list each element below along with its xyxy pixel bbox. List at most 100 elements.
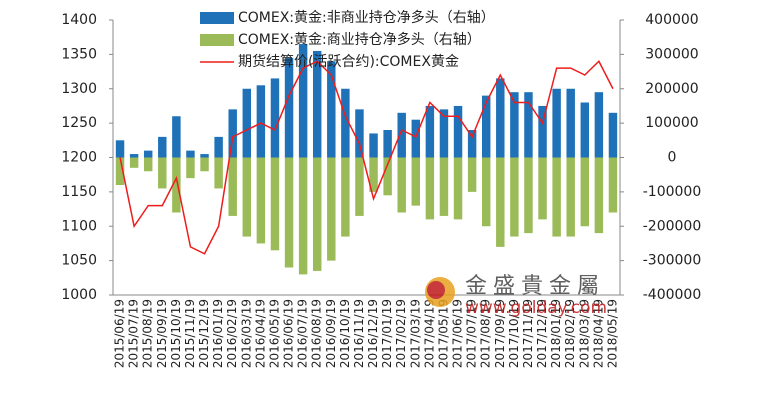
bar (228, 109, 237, 158)
x-tick-label: 2016/07/19 (296, 299, 310, 368)
x-tick-label: 2016/10/19 (338, 299, 352, 368)
bar (425, 105, 435, 158)
x-tick-label: 2017/09/19 (493, 299, 507, 368)
y2-tick-label: -100000 (643, 184, 702, 200)
legend-label: 期货结算价(活跃合约):COMEX黄金 (238, 53, 459, 70)
x-tick-label: 2016/02/19 (225, 299, 239, 368)
y-tick-label: 1100 (61, 218, 97, 234)
bar (270, 78, 280, 158)
legend-swatch (200, 34, 234, 46)
bar (158, 157, 167, 189)
y-tick-label: 1250 (61, 115, 97, 131)
bar (453, 105, 463, 158)
bar (496, 78, 505, 158)
bar (397, 157, 406, 213)
y-tick-label: 1300 (61, 81, 97, 97)
y2-tick-label: -300000 (643, 253, 702, 269)
bar (242, 157, 252, 237)
bar (115, 157, 125, 185)
bar (580, 102, 590, 158)
x-tick-label: 2017/01/19 (380, 299, 394, 368)
bar (383, 157, 392, 196)
x-tick-label: 2017/05/19 (436, 299, 450, 368)
x-tick-label: 2018/05/19 (605, 299, 619, 368)
x-tick-label: 2018/01/19 (549, 299, 563, 368)
bar (270, 157, 280, 251)
y2-tick-label: 0 (668, 150, 677, 166)
bar (552, 88, 561, 158)
x-tick-label: 2016/01/19 (211, 299, 225, 368)
legend-label: COMEX:黄金:商业持仓净多头（右轴） (238, 31, 481, 48)
bar (115, 140, 125, 158)
x-tick-label: 2016/03/19 (239, 299, 253, 368)
y2-tick-label: 300000 (645, 46, 698, 62)
bar (341, 88, 350, 158)
watermark-url: www.golday.com (465, 298, 607, 318)
bar (510, 157, 519, 237)
x-tick-label: 2017/03/19 (408, 299, 422, 368)
x-tick-label: 2015/09/19 (155, 299, 169, 368)
bar (481, 95, 491, 158)
bar (383, 130, 392, 158)
bar (594, 157, 604, 234)
x-tick-label: 2017/08/19 (479, 299, 493, 368)
bar (341, 157, 350, 237)
y-tick-label: 1150 (61, 184, 97, 200)
bar (186, 157, 195, 179)
x-tick-label: 2016/11/19 (352, 299, 366, 368)
x-tick-label: 2016/05/19 (267, 299, 281, 368)
bar (411, 157, 421, 206)
bar (172, 157, 181, 213)
bar (186, 150, 195, 158)
bar (327, 157, 336, 261)
x-tick-label: 2017/04/19 (422, 299, 436, 368)
bar (214, 136, 223, 158)
bar (439, 109, 449, 158)
bar (228, 157, 237, 216)
bar (608, 112, 618, 158)
x-tick-label: 2016/09/19 (324, 299, 338, 368)
y-tick-label: 1350 (61, 46, 97, 62)
y-tick-label: 1050 (61, 253, 97, 269)
bar (566, 157, 575, 237)
y2-tick-label: -400000 (643, 287, 702, 303)
bar (129, 157, 139, 168)
bar (256, 157, 266, 244)
bar (200, 157, 209, 172)
x-tick-label: 2017/11/19 (521, 299, 535, 368)
x-tick-label: 2015/07/19 (127, 299, 141, 368)
bar (566, 88, 575, 158)
bar (369, 157, 378, 192)
watermark: 金盛貴金屬 www.golday.com (425, 274, 607, 318)
bar (298, 157, 308, 275)
bar (158, 136, 167, 158)
bar (608, 157, 618, 213)
bar (594, 92, 604, 158)
bar (467, 130, 477, 158)
bar (355, 157, 364, 216)
bar (467, 157, 477, 192)
x-tick-label: 2017/12/19 (535, 299, 549, 368)
bar (327, 61, 336, 158)
bar (355, 109, 364, 158)
bar (538, 157, 547, 220)
y2-tick-label: 100000 (645, 115, 698, 131)
bar (284, 157, 294, 268)
bar (214, 157, 223, 189)
bar (312, 50, 322, 158)
bar (580, 157, 590, 227)
bar (129, 154, 139, 158)
legend-label: COMEX:黄金:非商业持仓净多头（右轴） (238, 9, 495, 26)
x-tick-label: 2015/10/19 (169, 299, 183, 368)
x-tick-label: 2017/07/19 (465, 299, 479, 368)
bar (298, 44, 308, 158)
y2-tick-label: 400000 (645, 12, 698, 28)
bar (411, 119, 421, 158)
y-tick-label: 1400 (61, 12, 97, 28)
x-tick-label: 2018/04/19 (591, 299, 605, 368)
bar (496, 157, 505, 247)
y-tick-label: 1200 (61, 150, 97, 166)
logo (427, 281, 445, 299)
bar (510, 92, 519, 158)
